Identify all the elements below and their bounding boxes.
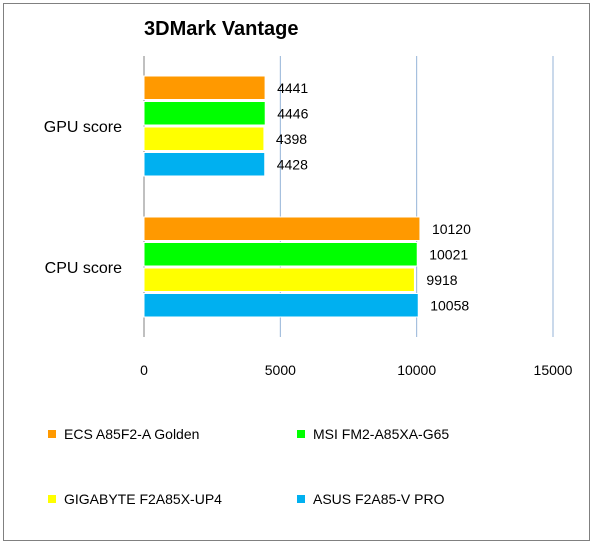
data-label-1-3: 10058 <box>430 298 469 314</box>
bar-1-0 <box>143 216 421 241</box>
legend-label-1: MSI FM2-A85XA-G65 <box>313 426 450 442</box>
legend-item-1: MSI FM2-A85XA-G65 <box>297 426 449 442</box>
category-label-1: CPU score <box>45 260 122 277</box>
data-label-0-0: 4441 <box>277 80 308 96</box>
legend-swatch-0 <box>48 430 56 438</box>
legend-label-0: ECS A85F2-A Golden <box>64 426 200 442</box>
bar-0-1 <box>143 101 266 126</box>
legend-swatch-3 <box>297 495 305 503</box>
chart-title: 3DMark Vantage <box>144 18 299 40</box>
bar-1-1 <box>143 242 418 267</box>
legend-item-3: ASUS F2A85-V PRO <box>297 491 445 507</box>
x-tick-label-0: 0 <box>140 362 148 378</box>
legend-swatch-1 <box>297 430 305 438</box>
bar-1-3 <box>143 293 419 318</box>
x-tick-label-2: 10000 <box>397 362 436 378</box>
data-label-0-1: 4446 <box>277 106 308 122</box>
data-label-0-3: 4428 <box>277 157 308 173</box>
category-label-0: GPU score <box>44 119 122 136</box>
x-tick-label-1: 5000 <box>265 362 296 378</box>
data-label-1-1: 10021 <box>429 247 468 263</box>
bar-0-3 <box>143 152 266 177</box>
data-label-1-0: 10120 <box>432 221 471 237</box>
bar-0-0 <box>143 75 266 100</box>
legend-item-2: GIGABYTE F2A85X-UP4 <box>48 491 222 507</box>
data-label-1-2: 9918 <box>426 272 457 288</box>
bar-1-2 <box>143 267 415 292</box>
legend-item-0: ECS A85F2-A Golden <box>48 426 199 442</box>
data-label-0-2: 4398 <box>276 131 307 147</box>
x-tick-label-3: 15000 <box>534 362 573 378</box>
legend-label-2: GIGABYTE F2A85X-UP4 <box>64 491 222 507</box>
legend-swatch-2 <box>48 495 56 503</box>
bar-0-2 <box>143 126 265 151</box>
legend-label-3: ASUS F2A85-V PRO <box>313 491 445 507</box>
